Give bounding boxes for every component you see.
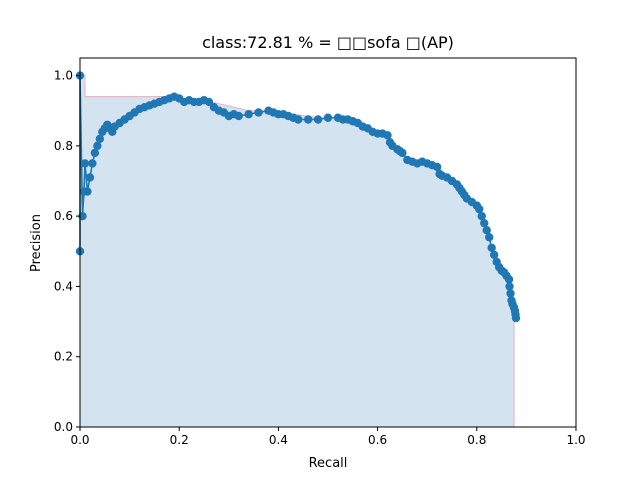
data-point [234,111,243,121]
x-tick-label: 1.0 [566,433,585,447]
y-axis-label: Precision [29,214,44,272]
data-point [95,134,105,144]
data-point [383,131,392,140]
data-point [511,313,521,323]
data-point [80,159,90,168]
data-point [204,97,214,107]
x-axis-label: Recall [309,456,348,471]
data-point [90,148,100,158]
plot-layer [75,71,521,427]
chart-title: class:72.81 % = □□sofa □(AP) [202,33,454,52]
y-tick-label: 1.0 [54,69,73,83]
data-point [475,204,484,214]
x-tick-label: 0.2 [170,433,189,447]
y-tick-label: 0.6 [54,209,73,223]
data-point [482,226,491,235]
data-point [254,108,263,117]
data-point [93,141,102,151]
data-point [244,110,253,119]
data-point [83,187,92,196]
y-tick-label: 0.2 [54,350,73,364]
y-tick-label: 0.0 [54,420,73,434]
data-point [485,233,494,242]
data-point [480,218,489,228]
data-point [85,173,95,182]
data-point [489,250,499,259]
data-point [313,115,323,124]
data-point [477,211,486,221]
data-point [294,115,303,124]
data-point [506,289,515,298]
data-point [432,162,442,172]
data-point [303,115,313,124]
data-point [504,275,514,284]
x-tick-label: 0.4 [269,433,288,447]
x-tick-label: 0.0 [70,433,89,447]
x-tick-label: 0.8 [467,433,486,447]
y-tick-label: 0.8 [54,139,73,153]
data-point [398,148,407,158]
y-tick-label: 0.4 [54,279,73,293]
data-point [323,113,333,122]
data-point [88,159,97,168]
x-tick-label: 0.6 [368,433,387,447]
axes-frame [79,57,577,428]
data-point [487,243,496,252]
data-point [505,282,514,291]
ticks-layer: 0.0 0.2 0.4 0.6 0.8 1.0 0.0 0.2 0.4 0.6 0.8 1.0 [54,69,586,447]
